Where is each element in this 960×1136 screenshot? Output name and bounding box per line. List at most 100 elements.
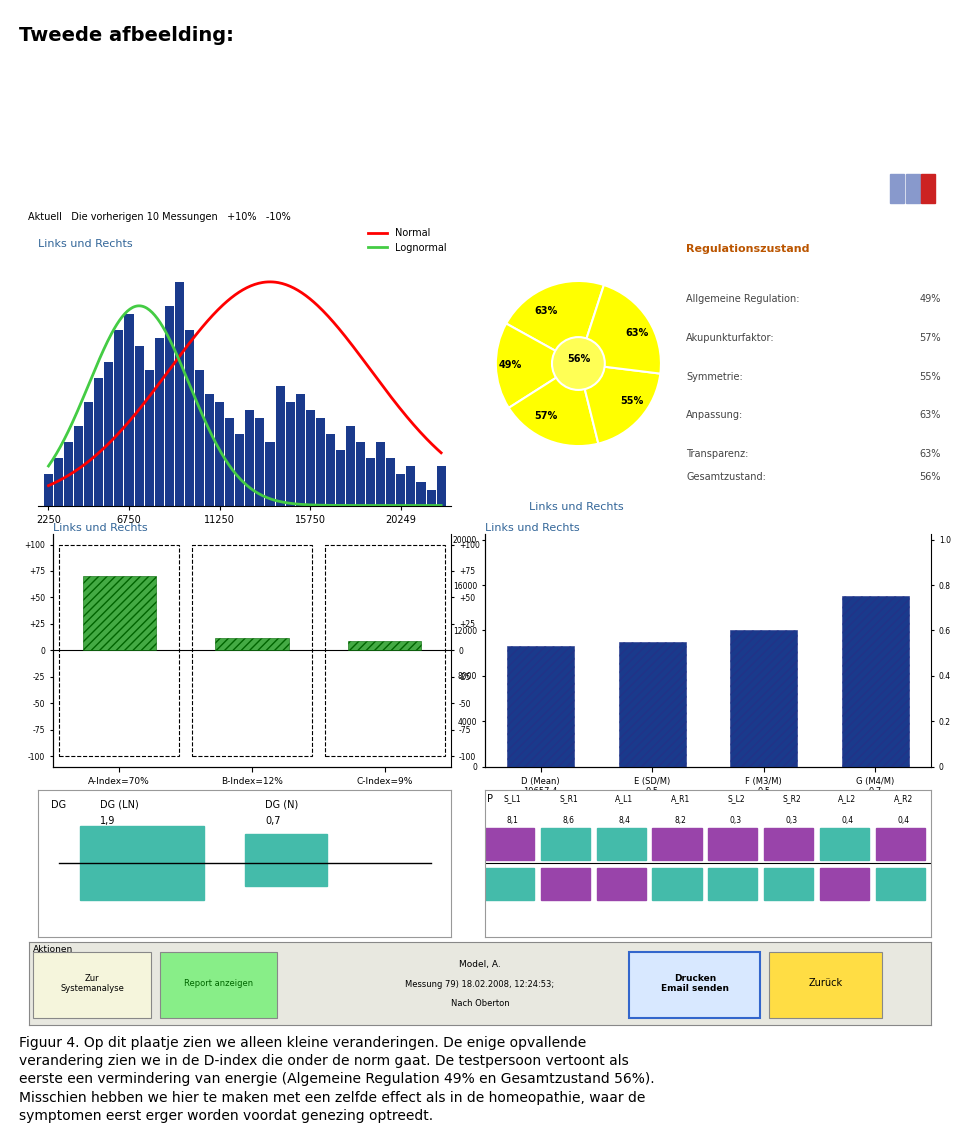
Bar xyxy=(265,442,275,506)
Text: A_L2: A_L2 xyxy=(838,794,856,803)
Text: 55%: 55% xyxy=(620,395,644,406)
Legend: Idealbereiche: Idealbereiche xyxy=(489,799,576,813)
Text: 8,6: 8,6 xyxy=(563,816,574,825)
Bar xyxy=(708,828,757,860)
Bar xyxy=(44,474,53,506)
Text: 63%: 63% xyxy=(626,328,649,339)
Bar xyxy=(125,314,133,506)
Bar xyxy=(80,827,204,900)
Bar xyxy=(764,828,813,860)
Text: 0,3: 0,3 xyxy=(730,816,742,825)
Bar xyxy=(316,418,324,506)
Text: Misschien hebben we hier te maken met een zelfde effect als in de homeopathie, w: Misschien hebben we hier te maken met ee… xyxy=(19,1091,645,1104)
Text: S_R1: S_R1 xyxy=(559,794,578,803)
Text: Links und Rechts: Links und Rechts xyxy=(53,524,148,533)
Bar xyxy=(597,828,646,860)
Bar xyxy=(215,402,224,506)
Bar xyxy=(540,828,590,860)
Text: Aktionen: Aktionen xyxy=(34,945,74,954)
Bar xyxy=(876,828,924,860)
Bar xyxy=(54,458,63,506)
Text: 63%: 63% xyxy=(920,410,941,420)
Wedge shape xyxy=(496,324,578,408)
Bar xyxy=(356,442,365,506)
Text: 56%: 56% xyxy=(566,354,590,365)
Text: 57%: 57% xyxy=(535,410,558,420)
Wedge shape xyxy=(506,281,604,364)
FancyBboxPatch shape xyxy=(769,952,881,1018)
Text: eerste een vermindering van energie (Algemeine Regulation 49% en Gesamtzustand 5: eerste een vermindering van energie (Alg… xyxy=(19,1072,655,1086)
FancyBboxPatch shape xyxy=(34,952,151,1018)
Text: DG: DG xyxy=(51,800,66,810)
Bar xyxy=(145,369,154,506)
Text: Symmetrie:: Symmetrie: xyxy=(686,371,743,382)
Bar xyxy=(540,868,590,900)
Text: S_L2: S_L2 xyxy=(727,794,745,803)
Text: 0,7: 0,7 xyxy=(265,816,281,826)
Bar xyxy=(114,329,124,506)
Text: Figuur 4. Op dit plaatje zien we alleen kleine veranderingen. De enige opvallend: Figuur 4. Op dit plaatje zien we alleen … xyxy=(19,1036,587,1050)
Bar xyxy=(348,641,421,650)
Text: Tweede afbeelding:: Tweede afbeelding: xyxy=(19,26,234,45)
Text: Links und Rechts: Links und Rechts xyxy=(529,502,623,512)
Text: 0,3: 0,3 xyxy=(785,816,798,825)
Bar xyxy=(346,426,355,506)
FancyBboxPatch shape xyxy=(629,952,759,1018)
Bar xyxy=(764,868,813,900)
Legend: Normal, Lognormal: Normal, Lognormal xyxy=(364,224,450,257)
Bar xyxy=(84,402,93,506)
Bar xyxy=(417,482,425,506)
Bar xyxy=(619,642,685,767)
Bar xyxy=(175,282,184,506)
Bar xyxy=(305,410,315,506)
Bar xyxy=(64,442,73,506)
Text: symptomen eerst erger worden voordat genezing optreedt.: symptomen eerst erger worden voordat gen… xyxy=(19,1109,433,1122)
Bar xyxy=(820,828,869,860)
Bar xyxy=(376,442,385,506)
Bar xyxy=(296,394,304,506)
Text: S_L1: S_L1 xyxy=(504,794,521,803)
Text: Zurück: Zurück xyxy=(808,978,843,988)
Bar xyxy=(255,418,264,506)
Text: Nach Oberton: Nach Oberton xyxy=(450,999,510,1008)
Bar xyxy=(60,544,179,757)
Text: Akupunkturfaktor:: Akupunkturfaktor: xyxy=(686,333,775,343)
Bar xyxy=(386,458,396,506)
Wedge shape xyxy=(578,364,660,444)
Text: 49%: 49% xyxy=(499,360,522,370)
Text: Links und Rechts: Links und Rechts xyxy=(38,240,133,249)
Text: Anpassung:: Anpassung: xyxy=(686,410,744,420)
Bar xyxy=(906,174,920,203)
Bar xyxy=(83,576,156,650)
Text: 0,4: 0,4 xyxy=(898,816,909,825)
Bar xyxy=(205,394,214,506)
Text: 49%: 49% xyxy=(920,294,941,304)
Bar xyxy=(134,345,144,506)
Text: A_R2: A_R2 xyxy=(894,794,913,803)
Bar xyxy=(708,868,757,900)
Bar xyxy=(597,868,646,900)
Text: P: P xyxy=(487,794,493,804)
Bar xyxy=(185,329,194,506)
Bar xyxy=(653,828,702,860)
Text: 56%: 56% xyxy=(920,471,941,482)
Bar xyxy=(820,868,869,900)
Bar xyxy=(653,868,702,900)
Bar xyxy=(215,637,289,650)
Bar xyxy=(325,544,444,757)
Bar xyxy=(195,369,204,506)
Text: DG (LN): DG (LN) xyxy=(100,800,139,810)
Text: Model, A.: Model, A. xyxy=(459,960,501,969)
Bar xyxy=(890,174,904,203)
Text: A_L1: A_L1 xyxy=(615,794,634,803)
Bar xyxy=(246,410,254,506)
Circle shape xyxy=(552,337,605,390)
Bar xyxy=(396,474,405,506)
Legend: Idealbereiche: Idealbereiche xyxy=(57,799,144,813)
Text: Gesamtzustand:: Gesamtzustand: xyxy=(686,471,766,482)
Bar xyxy=(245,834,327,886)
Bar xyxy=(507,645,574,767)
Text: 63%: 63% xyxy=(535,307,558,316)
Bar xyxy=(235,434,244,506)
Bar xyxy=(192,544,312,757)
